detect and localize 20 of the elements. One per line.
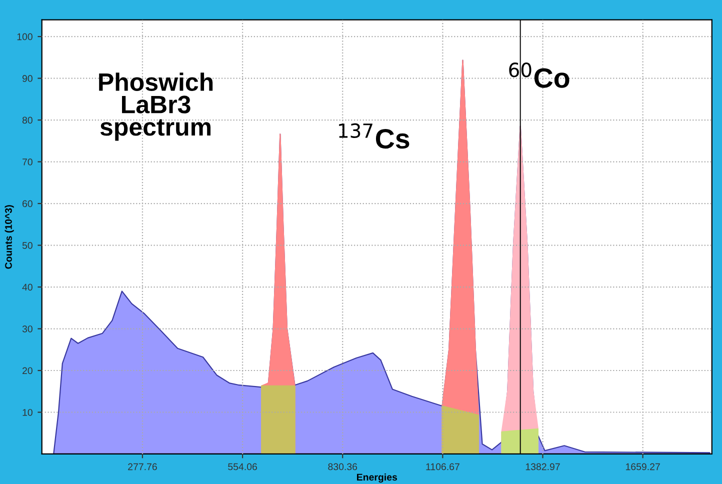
y-tick-label: 50 [22, 242, 32, 249]
y-tick-label: 40 [22, 284, 32, 291]
annotation: Phoswich LaBr3 spectrum [99, 72, 213, 141]
x-tick-label: 277.76 [128, 463, 157, 470]
y-tick-label: 20 [22, 367, 32, 374]
y-tick-label: 10 [22, 408, 32, 416]
x-tick-label: 554.06 [228, 463, 257, 470]
y-tick-label: 60 [22, 200, 32, 208]
annotation: $^{137}$Cs [339, 123, 410, 149]
x-tick-label: 830.36 [328, 463, 358, 470]
y-tick-label: 90 [22, 75, 32, 82]
y-tick-label: 80 [22, 116, 32, 124]
x-tick-label: 1382.97 [526, 463, 560, 470]
x-tick-label: 1659.27 [626, 463, 660, 470]
y-tick-label: 70 [22, 158, 32, 166]
x-tick-label: 1106.67 [426, 463, 460, 470]
x-axis-title: Energies [357, 473, 398, 483]
y-tick-label: 30 [22, 325, 32, 332]
y-tick-label: 100 [17, 33, 32, 40]
y-axis-title: Counts (10^3) [4, 205, 14, 269]
